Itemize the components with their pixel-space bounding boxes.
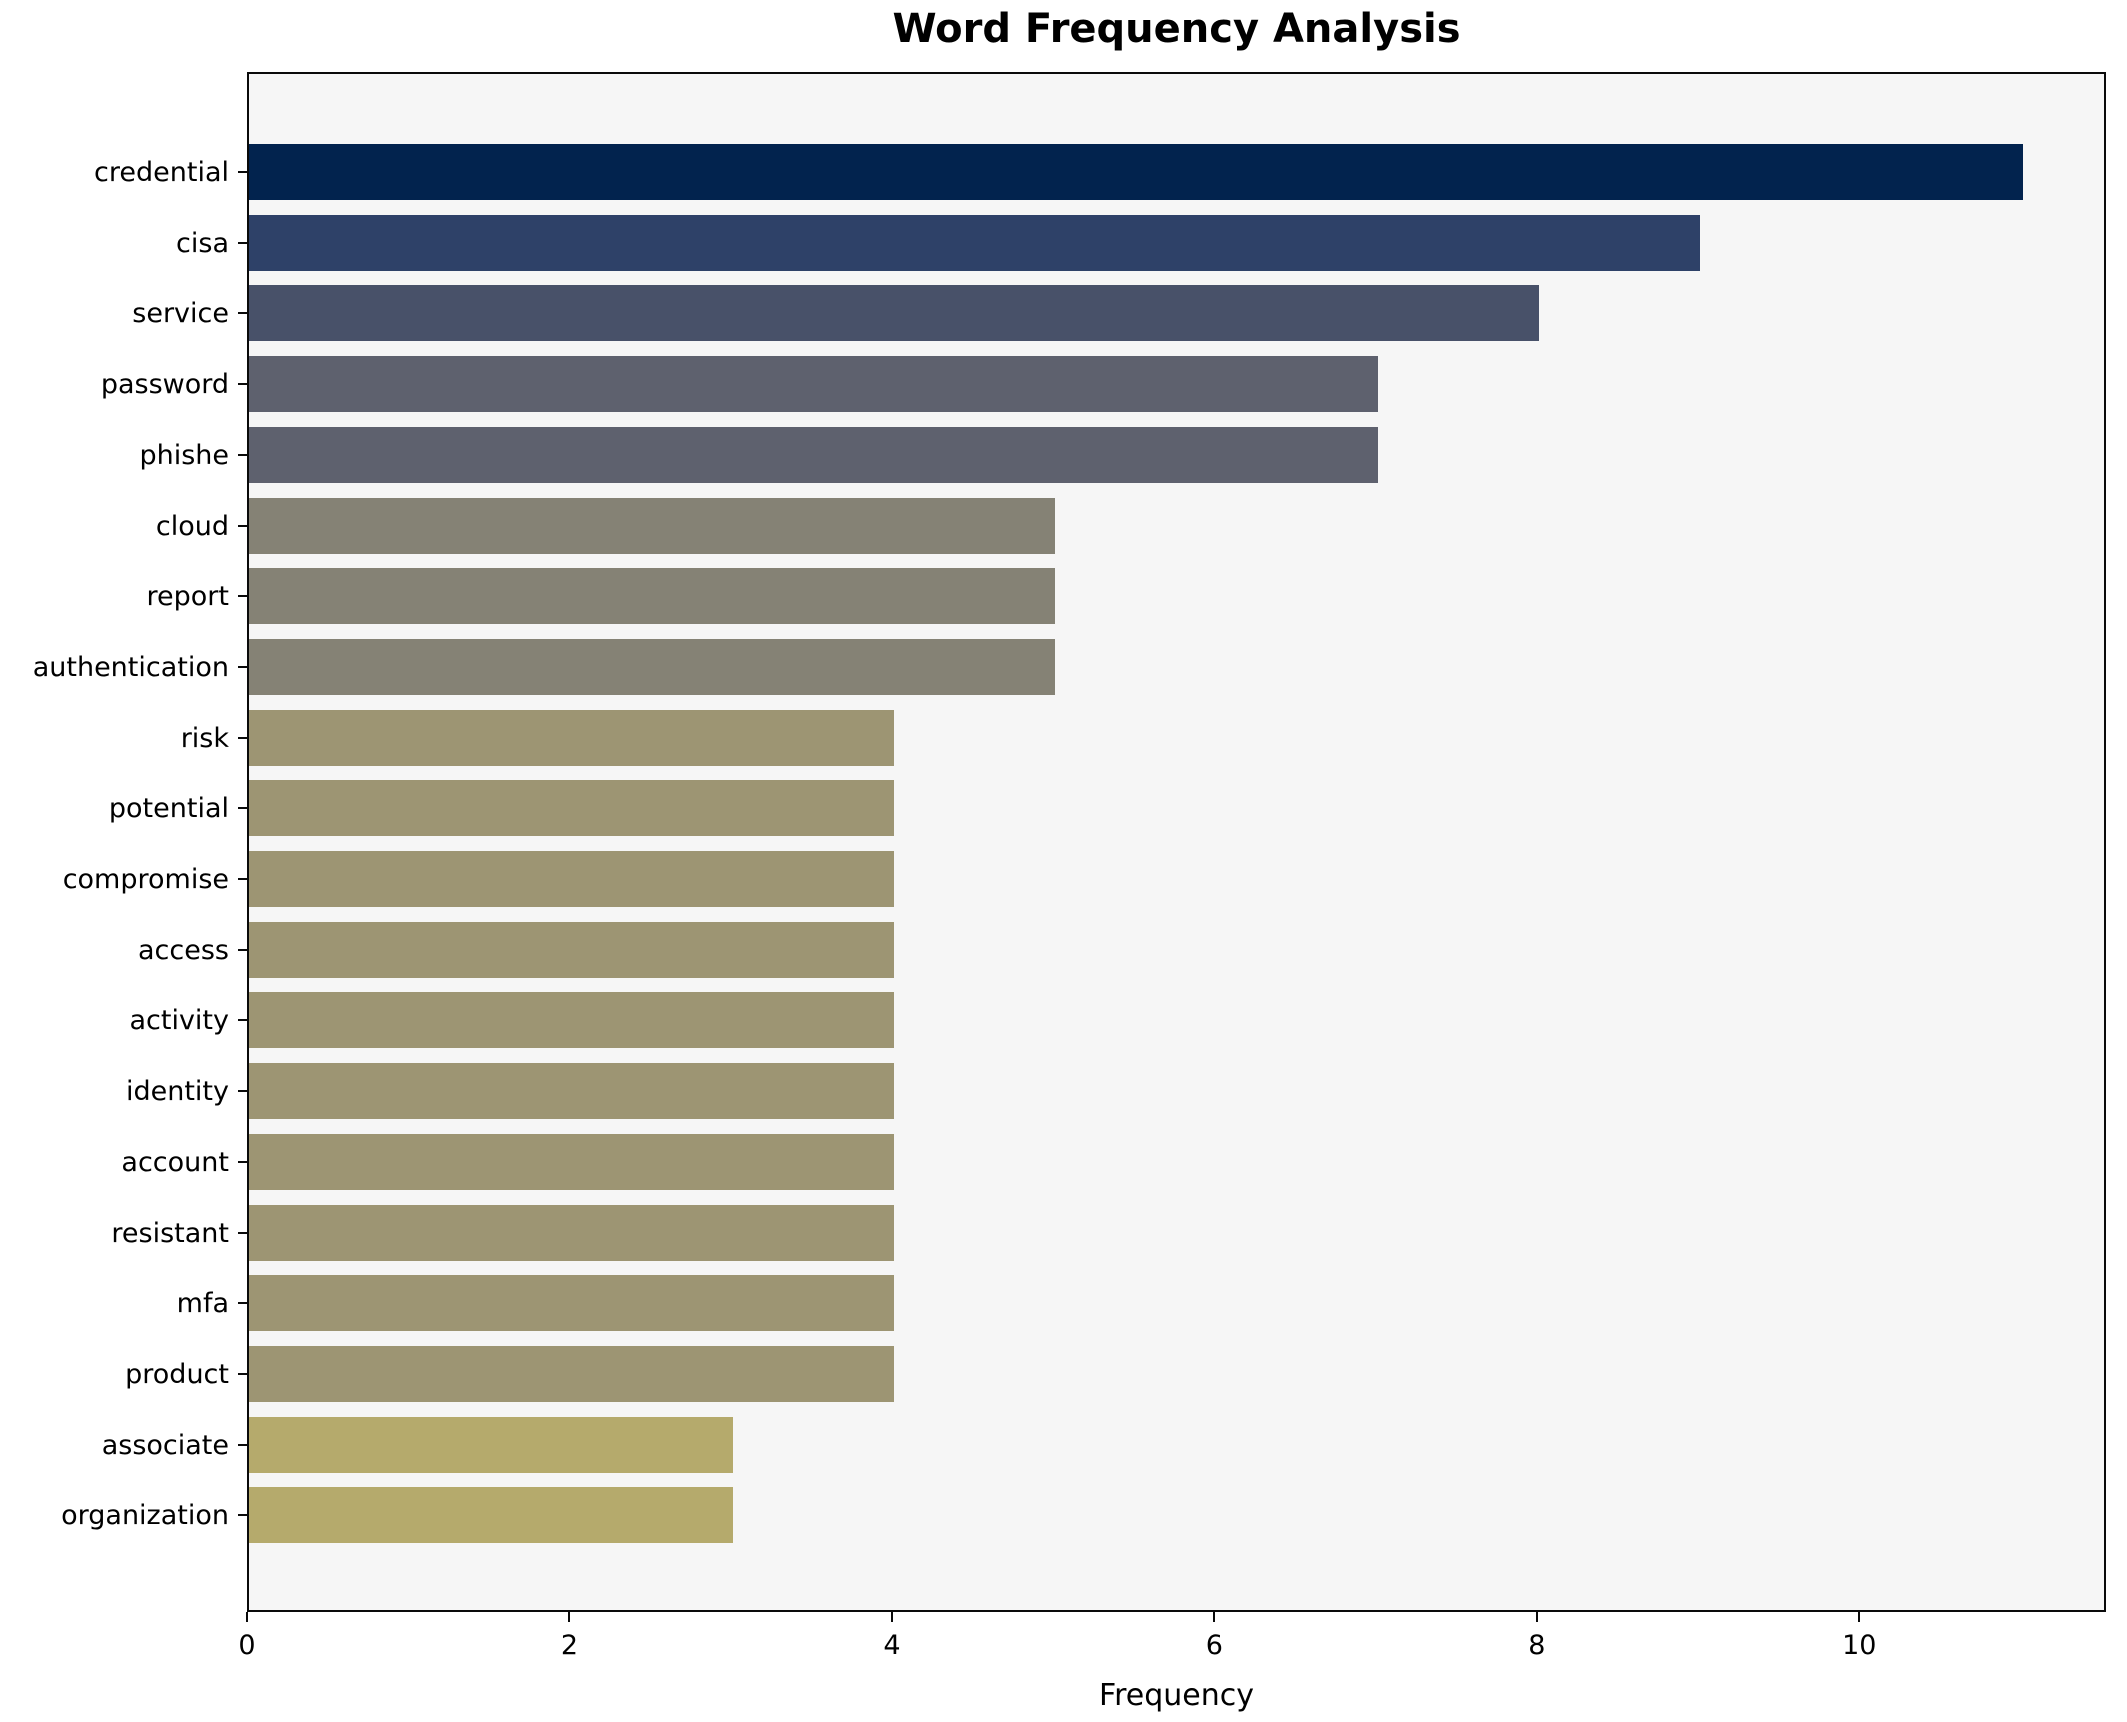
bar-phishe xyxy=(249,426,1378,483)
x-tick-mark xyxy=(568,1612,571,1622)
y-tick-label-potential: potential xyxy=(108,793,229,825)
x-tick-label-10: 10 xyxy=(1842,1630,1877,1661)
y-tick-mark xyxy=(238,241,247,244)
y-tick-mark xyxy=(238,807,247,810)
y-tick-mark xyxy=(238,878,247,880)
bar-credential xyxy=(249,144,2023,200)
x-tick-label-4: 4 xyxy=(883,1630,901,1661)
x-tick-label-8: 8 xyxy=(1528,1630,1546,1661)
y-tick-mark xyxy=(238,453,247,456)
bar-authentication xyxy=(249,638,1056,695)
y-tick-mark xyxy=(238,948,247,951)
y-tick-label-cisa: cisa xyxy=(176,227,229,259)
y-tick-label-risk: risk xyxy=(180,722,229,754)
bar-account xyxy=(249,1133,894,1190)
y-tick-mark xyxy=(238,736,247,739)
y-tick-label-activity: activity xyxy=(129,1005,229,1037)
y-tick-mark xyxy=(238,1443,247,1446)
bar-potential xyxy=(249,780,894,837)
y-tick-mark xyxy=(238,1302,247,1305)
bar-cloud xyxy=(249,497,1056,554)
bar-product xyxy=(249,1345,894,1402)
bar-activity xyxy=(249,992,894,1049)
y-tick-label-service: service xyxy=(132,298,229,330)
bar-mfa xyxy=(249,1275,894,1332)
y-tick-mark xyxy=(238,1231,247,1234)
y-tick-label-cloud: cloud xyxy=(155,510,229,542)
y-tick-mark xyxy=(238,1090,247,1093)
y-tick-label-mfa: mfa xyxy=(176,1288,229,1320)
bar-password xyxy=(249,356,1378,413)
y-tick-mark xyxy=(238,383,247,386)
y-tick-mark xyxy=(238,1372,247,1375)
x-tick-mark xyxy=(1535,1612,1538,1622)
x-tick-mark xyxy=(1858,1612,1861,1622)
y-tick-label-compromise: compromise xyxy=(62,864,229,895)
y-tick-label-product: product xyxy=(125,1358,229,1390)
y-tick-mark xyxy=(238,171,247,173)
bar-cisa xyxy=(249,214,1701,271)
y-tick-label-phishe: phishe xyxy=(139,439,229,471)
y-tick-mark xyxy=(238,1514,247,1517)
x-tick-mark xyxy=(890,1612,893,1622)
bar-risk xyxy=(249,709,894,766)
plot-area xyxy=(247,72,2106,1612)
bar-identity xyxy=(249,1063,894,1120)
y-tick-label-organization: organization xyxy=(61,1500,229,1532)
y-tick-label-authentication: authentication xyxy=(32,651,229,683)
bar-access xyxy=(249,921,894,978)
y-tick-label-associate: associate xyxy=(101,1429,229,1461)
y-tick-mark xyxy=(238,524,247,527)
y-tick-label-access: access xyxy=(138,934,229,966)
bar-resistant xyxy=(249,1204,894,1261)
y-tick-mark xyxy=(238,1160,247,1163)
y-tick-label-account: account xyxy=(121,1146,229,1178)
y-tick-label-identity: identity xyxy=(125,1076,229,1108)
y-tick-label-report: report xyxy=(146,581,229,613)
y-tick-label-credential: credential xyxy=(94,157,229,188)
bar-service xyxy=(249,285,1539,342)
x-axis-label: Frequency xyxy=(1099,1678,1254,1713)
bar-report xyxy=(249,568,1056,625)
x-tick-label-2: 2 xyxy=(560,1630,579,1661)
y-tick-mark xyxy=(238,1019,247,1022)
y-tick-mark xyxy=(238,312,247,315)
x-tick-mark xyxy=(246,1612,248,1622)
x-tick-label-0: 0 xyxy=(238,1630,256,1661)
x-tick-label-6: 6 xyxy=(1205,1630,1223,1661)
y-tick-mark xyxy=(238,595,247,598)
bar-organization xyxy=(249,1487,733,1544)
y-tick-mark xyxy=(238,665,247,668)
y-tick-label-password: password xyxy=(100,369,229,401)
y-tick-label-resistant: resistant xyxy=(111,1217,229,1249)
x-tick-mark xyxy=(1213,1612,1216,1622)
bar-associate xyxy=(249,1416,733,1473)
chart-title: Word Frequency Analysis xyxy=(892,6,1461,52)
bar-compromise xyxy=(249,851,894,907)
